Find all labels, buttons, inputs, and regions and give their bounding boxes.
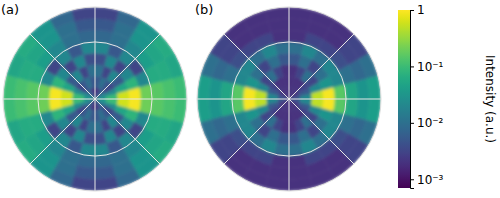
cell bbox=[95, 76, 101, 88]
cell bbox=[95, 65, 104, 77]
tick: 10⁻² bbox=[410, 116, 444, 130]
cell bbox=[266, 93, 278, 99]
polar-grid bbox=[197, 7, 381, 191]
panel-plot bbox=[3, 7, 187, 191]
cell bbox=[300, 99, 312, 105]
cells bbox=[3, 7, 187, 191]
tick-label: 1 bbox=[417, 3, 425, 17]
cells bbox=[197, 7, 381, 191]
grid-spoke bbox=[224, 34, 354, 164]
cell bbox=[86, 121, 95, 133]
tick-label: 10⁻¹ bbox=[417, 60, 444, 74]
cell bbox=[95, 53, 107, 66]
colorbar-label: Intensity (a.u.) bbox=[483, 55, 497, 143]
cell bbox=[95, 30, 113, 43]
panel-label: (b) bbox=[195, 2, 213, 17]
panel-frame bbox=[3, 7, 187, 191]
cell bbox=[289, 30, 307, 43]
cell bbox=[280, 121, 289, 133]
cell bbox=[49, 87, 62, 99]
cell bbox=[106, 99, 118, 105]
cell bbox=[322, 99, 335, 111]
cell bbox=[61, 90, 73, 99]
tick: 1 bbox=[410, 3, 425, 17]
cell bbox=[271, 155, 289, 168]
cell bbox=[345, 99, 358, 117]
grid-ring bbox=[38, 42, 152, 156]
cell bbox=[277, 132, 289, 145]
axis-line bbox=[411, 11, 415, 189]
cell bbox=[289, 76, 295, 88]
tick-label: 10⁻² bbox=[417, 116, 444, 130]
tick-label: 10⁻³ bbox=[417, 173, 444, 187]
cell bbox=[289, 65, 298, 77]
cell bbox=[255, 90, 267, 99]
cell bbox=[311, 99, 323, 108]
tick: 10⁻¹ bbox=[410, 60, 444, 74]
tick: 10⁻³ bbox=[410, 173, 444, 187]
cell bbox=[89, 110, 95, 122]
colorbar-axis: 10⁻³ 10⁻² 10⁻¹ 1 bbox=[410, 3, 444, 188]
tick-mark bbox=[410, 123, 414, 124]
cell bbox=[220, 81, 233, 99]
panel-label: (a) bbox=[1, 2, 19, 17]
cell bbox=[117, 99, 129, 108]
grid-spoke bbox=[30, 34, 160, 164]
cell bbox=[151, 99, 164, 117]
cell bbox=[26, 81, 39, 99]
cell bbox=[283, 110, 289, 122]
cell bbox=[77, 155, 95, 168]
cell bbox=[72, 93, 84, 99]
panel-frame bbox=[197, 7, 381, 191]
tick-mark bbox=[410, 66, 414, 67]
cell bbox=[289, 53, 301, 66]
tick-mark bbox=[410, 179, 414, 180]
grid-ring bbox=[232, 42, 346, 156]
panel-plot bbox=[197, 7, 381, 191]
cell bbox=[243, 87, 256, 99]
colorbar bbox=[398, 10, 410, 188]
cell bbox=[83, 132, 95, 145]
tick-mark bbox=[410, 10, 414, 11]
figure: (a) (b) 10⁻³ 10⁻² 10⁻¹ 1 Intensity (a.u.) bbox=[0, 0, 500, 198]
cell bbox=[128, 99, 141, 111]
polar-grid bbox=[3, 7, 187, 191]
